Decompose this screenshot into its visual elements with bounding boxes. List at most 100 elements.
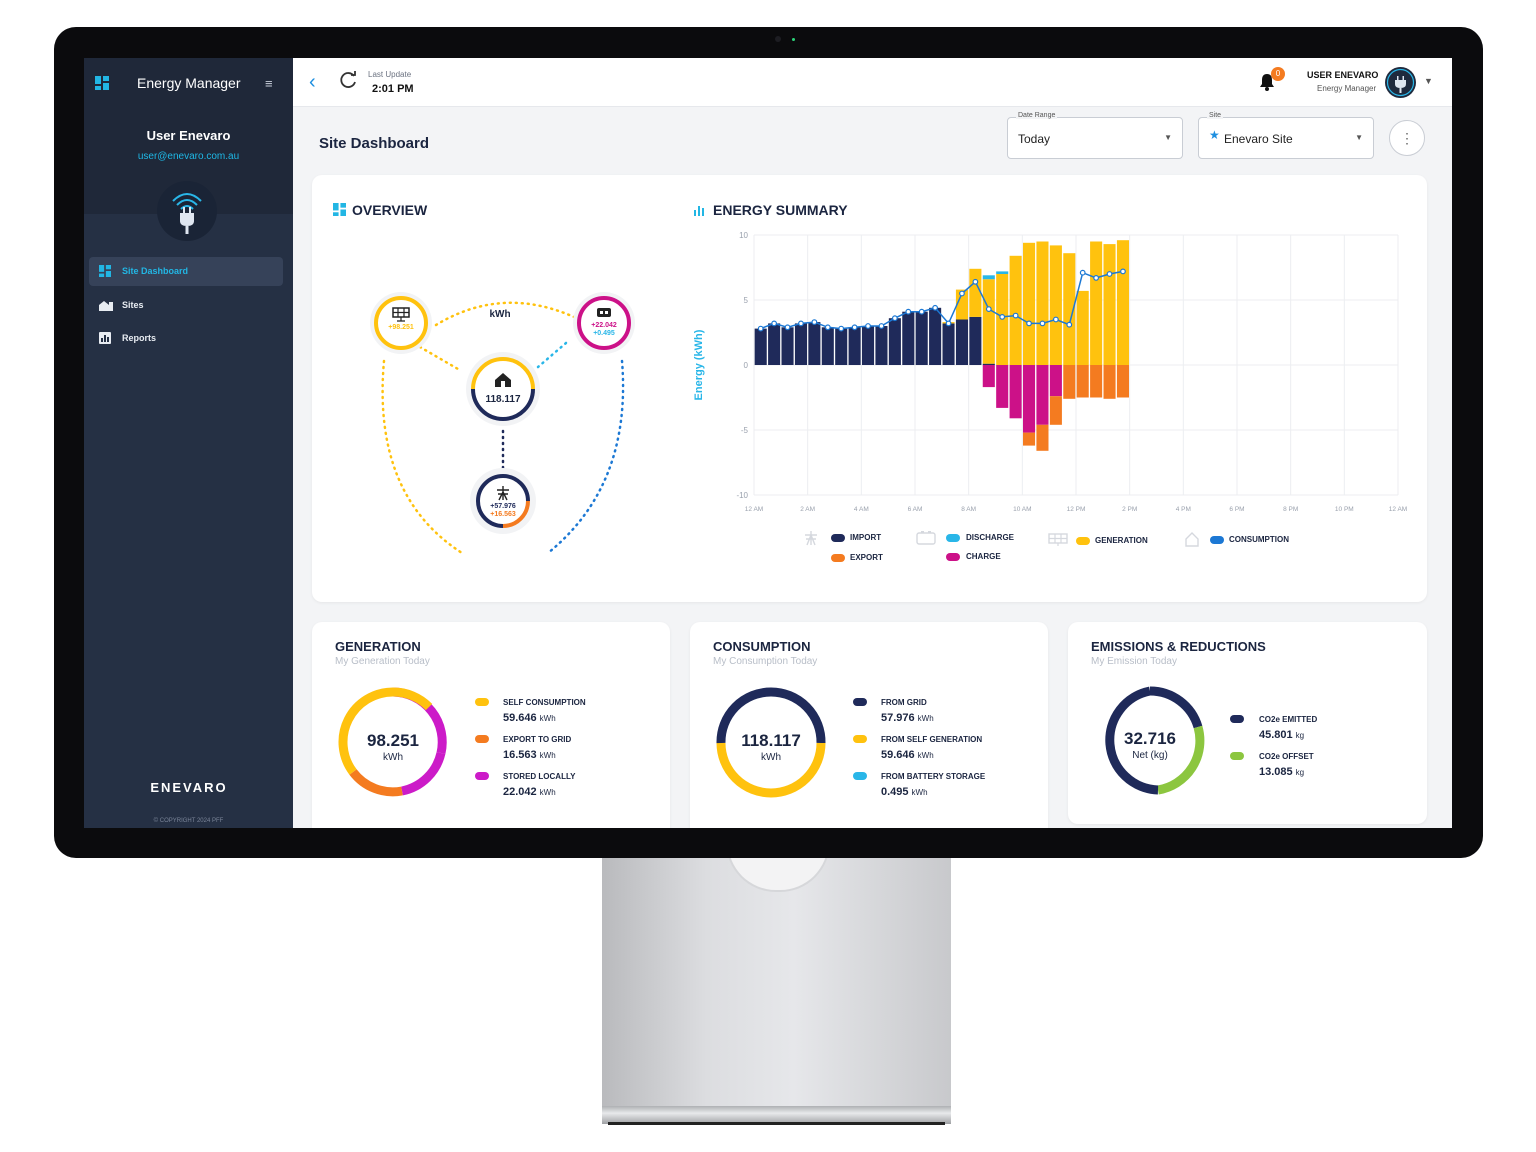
consumption-point	[1012, 312, 1019, 319]
bell-icon[interactable]	[1259, 73, 1275, 91]
co2-emitted-swatch	[1230, 715, 1244, 723]
emissions-offset-arc	[1157, 725, 1205, 795]
sidebar-user-email[interactable]: user@enevaro.com.au	[137, 151, 240, 162]
consumption-point	[959, 290, 965, 297]
emissions-unit: Net (kg)	[1132, 750, 1168, 761]
consumption-point	[945, 320, 952, 327]
import-bar	[862, 326, 875, 365]
generation-unit: kWh	[383, 752, 403, 763]
export-bar	[1023, 432, 1036, 446]
x-tick-label: 12 PM	[1067, 506, 1086, 513]
import-bar	[969, 316, 982, 365]
date-range-select[interactable]: Date Range Today ▼	[1007, 112, 1183, 159]
topbar-avatar[interactable]	[1385, 67, 1416, 98]
plug-wifi-icon	[172, 193, 202, 234]
import-bar	[794, 323, 807, 365]
from-grid-value: 57.976 kWh	[881, 712, 934, 724]
stored-locally-value: 22.042 kWh	[503, 786, 556, 798]
consumption-point	[865, 323, 871, 329]
sidebar: Energy Manager ≡ User Enevaro user@eneva…	[84, 58, 293, 828]
solar-legend-icon	[1048, 533, 1068, 546]
import-bar	[754, 328, 767, 365]
import-bar	[929, 307, 942, 365]
grid-import-value: +57.976	[490, 503, 516, 510]
from-grid-label: FROM GRID	[881, 698, 927, 707]
reports-icon	[99, 332, 111, 344]
power-pylon-icon	[497, 486, 509, 501]
consumption-point	[1079, 269, 1086, 276]
sidebar-user-name: User Enevaro	[146, 128, 231, 143]
consumption-point	[891, 315, 898, 322]
import-bar	[942, 323, 955, 365]
x-tick-label: 8 PM	[1283, 506, 1298, 513]
dashboard-grid-icon[interactable]	[95, 76, 109, 90]
consumption-point	[905, 308, 912, 315]
back-chevron-icon[interactable]: ‹	[309, 71, 316, 93]
solar-panel-icon	[392, 307, 410, 322]
import-bar	[982, 363, 995, 365]
home-legend-icon	[1185, 532, 1199, 547]
generation-bar	[1049, 245, 1062, 365]
generation-bar	[1076, 290, 1089, 365]
x-tick-label: 6 AM	[908, 506, 923, 513]
solar-node-ring	[374, 296, 428, 350]
x-tick-label: 4 PM	[1176, 506, 1191, 513]
from-battery-storage-value: 0.495 kWh	[881, 786, 928, 798]
battery-charge-value: +22.042	[591, 322, 617, 329]
grid-ring-import	[476, 474, 530, 502]
dashboard-icon	[99, 265, 111, 277]
battery-discharge-value: +0.495	[593, 330, 615, 337]
sidebar-item-label: Sites	[122, 300, 144, 310]
generation-bar	[1103, 244, 1116, 365]
x-tick-label: 10 AM	[1013, 506, 1031, 513]
export-to-grid-swatch	[475, 735, 489, 743]
from-grid-swatch	[853, 698, 867, 706]
co2-emitted-value: 45.801 kg	[1259, 729, 1305, 741]
generation-legend-label: GENERATION	[1095, 536, 1148, 545]
import-bar	[781, 327, 794, 365]
user-menu-caret-icon[interactable]: ▼	[1424, 76, 1433, 86]
consumption-point	[838, 325, 845, 332]
discharge-legend-swatch	[946, 534, 960, 542]
import-bar	[915, 311, 928, 365]
sidebar-item-sites[interactable]: Sites	[89, 291, 283, 320]
discharge-legend-label: DISCHARGE	[966, 533, 1015, 542]
last-update-time: 2:01 PM	[372, 83, 414, 95]
collapse-menu-icon[interactable]: ≡	[265, 76, 273, 91]
overview-summary-card: OVERVIEW +98.251 +22.042	[312, 175, 1427, 602]
grid-legend-icon	[805, 531, 817, 546]
home-node-bg	[473, 359, 533, 419]
export-bar	[1103, 365, 1116, 399]
refresh-icon[interactable]	[339, 70, 359, 90]
charge-bar	[996, 365, 1009, 408]
last-update-label: Last Update	[368, 70, 412, 79]
consumption-point	[1066, 321, 1073, 328]
enevaro-logo: ENEVARO	[84, 780, 293, 799]
topbar-user-name[interactable]: USER ENEVARO	[1307, 70, 1379, 80]
import-bar	[955, 319, 968, 365]
consumption-unit: kWh	[761, 752, 781, 763]
consumption-point	[1106, 271, 1113, 277]
consumption-point	[1093, 275, 1100, 281]
generation-card: GENERATION My Generation Today 98.251 kW…	[312, 622, 670, 828]
monitor-stand-shadow	[608, 1122, 945, 1125]
consumption-point	[878, 323, 885, 329]
charge-legend-swatch	[946, 553, 960, 561]
consumption-point	[784, 324, 791, 331]
more-options-icon[interactable]: ⋮	[1389, 120, 1425, 156]
monitor-camera-led	[792, 38, 795, 41]
generation-self-arc-2	[392, 687, 433, 711]
date-range-label: Date Range	[1016, 112, 1058, 119]
sidebar-item-site-dashboard[interactable]: Site Dashboard	[89, 257, 283, 286]
consumption-point	[1026, 320, 1032, 327]
notification-badge: 0	[1271, 67, 1285, 81]
consumption-card: CONSUMPTION My Consumption Today 118.117…	[690, 622, 1048, 828]
consumption-total: 118.117	[741, 731, 801, 750]
site-select[interactable]: Site ★ Enevaro Site ▼	[1198, 112, 1374, 159]
sidebar-item-reports[interactable]: Reports	[89, 324, 283, 353]
flow-solar-grid	[381, 359, 464, 555]
co2-emitted-label: CO2e EMITTED	[1259, 715, 1318, 724]
export-to-grid-value: 16.563 kWh	[503, 749, 556, 761]
charge-bar	[982, 365, 995, 388]
x-tick-label: 6 PM	[1229, 506, 1244, 513]
